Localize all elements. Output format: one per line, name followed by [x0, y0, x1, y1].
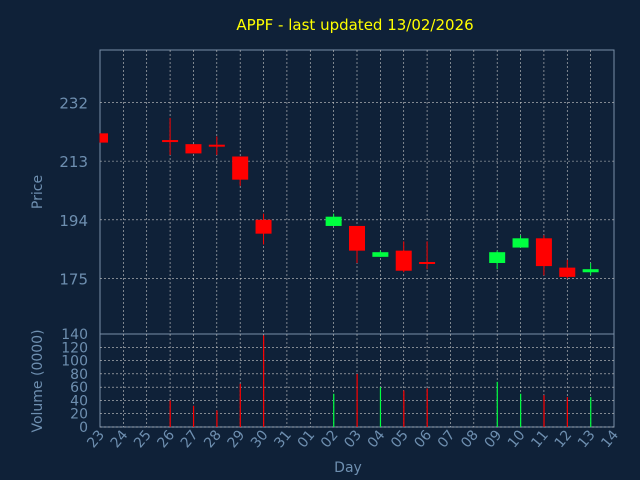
- day-tick-label: 27: [178, 427, 202, 451]
- volume-bar: [520, 393, 522, 427]
- day-tick-label: 07: [435, 427, 459, 451]
- day-tick-label: 31: [271, 427, 295, 451]
- day-tick-label: 14: [598, 427, 622, 451]
- day-axis-label: Day: [334, 460, 362, 476]
- candle-body: [559, 267, 576, 277]
- volume-bar: [566, 397, 568, 427]
- candle-body: [325, 216, 342, 226]
- volume-bar: [263, 335, 265, 427]
- chart-title: APPF - last updated 13/02/2026: [236, 16, 473, 34]
- day-tick-label: 11: [528, 427, 552, 451]
- volume-axis-label: Volume (0000): [30, 329, 46, 432]
- price-axis-label: Price: [30, 175, 46, 209]
- volume-tick-label: 20: [70, 407, 88, 423]
- candle-body: [512, 238, 529, 248]
- volume-bar: [333, 393, 335, 427]
- candle-body: [232, 156, 249, 180]
- day-tick-label: 25: [131, 427, 155, 451]
- volume-bar: [239, 383, 241, 427]
- candle-body: [419, 262, 436, 264]
- price-tick-label: 175: [59, 270, 88, 288]
- volume-tick-label: 40: [70, 393, 88, 409]
- day-tick-label: 10: [505, 427, 529, 451]
- volume-bar: [356, 373, 358, 427]
- candle-body: [489, 252, 506, 263]
- candle-body: [535, 238, 552, 267]
- candle-body: [255, 219, 272, 234]
- day-tick-label: 26: [154, 427, 178, 451]
- day-tick-label: 01: [295, 427, 319, 451]
- volume-tick-label: 80: [70, 367, 88, 383]
- volume-bar: [216, 410, 218, 427]
- candle-body: [349, 225, 365, 251]
- volume-tick-label: 100: [61, 354, 88, 370]
- day-tick-label: 24: [108, 427, 132, 451]
- volume-tick-label: 120: [61, 340, 88, 356]
- volume-bar: [543, 395, 545, 427]
- candle-body: [100, 133, 108, 143]
- volume-bar: [590, 397, 592, 427]
- day-tick-label: 03: [341, 427, 365, 451]
- candlestick-series: [99, 117, 599, 279]
- volume-series: [169, 335, 592, 427]
- day-tick-label: 08: [458, 427, 482, 451]
- candle-body: [208, 144, 225, 147]
- day-tick-label: 09: [482, 427, 506, 451]
- candle-body: [162, 140, 179, 143]
- day-tick-label: 04: [365, 427, 389, 451]
- volume-tick-label: 60: [70, 380, 88, 396]
- price-tick-label: 213: [59, 153, 88, 171]
- candle-body: [582, 269, 599, 273]
- price-tick-label: 232: [59, 94, 88, 112]
- day-axis-ticks: 23 24 25 26 27 28 29 30 31 01 02 03 04 05 06 07 08 09 10 11…: [84, 427, 622, 451]
- day-tick-label: 05: [388, 427, 412, 451]
- price-axis-ticks: 175 194 213 232: [59, 94, 88, 288]
- candle-body: [372, 252, 389, 257]
- volume-bar: [426, 388, 428, 427]
- day-tick-label: 12: [552, 427, 576, 451]
- day-tick-label: 02: [318, 427, 342, 451]
- day-tick-label: 29: [225, 427, 249, 451]
- volume-bar: [169, 400, 171, 427]
- candle-body: [185, 144, 202, 154]
- volume-bar: [379, 387, 382, 427]
- volume-bar: [192, 405, 195, 427]
- day-tick-label: 13: [575, 427, 599, 451]
- day-tick-label: 28: [201, 427, 225, 451]
- price-tick-label: 194: [59, 212, 88, 230]
- day-tick-label: 30: [248, 427, 272, 451]
- volume-bar: [403, 390, 405, 427]
- candle-body: [395, 250, 412, 271]
- volume-bar: [496, 381, 498, 427]
- day-tick-label: 06: [411, 427, 435, 451]
- volume-tick-label: 140: [61, 327, 88, 343]
- price-grid: [100, 50, 614, 334]
- volume-tick-label: 0: [79, 420, 88, 436]
